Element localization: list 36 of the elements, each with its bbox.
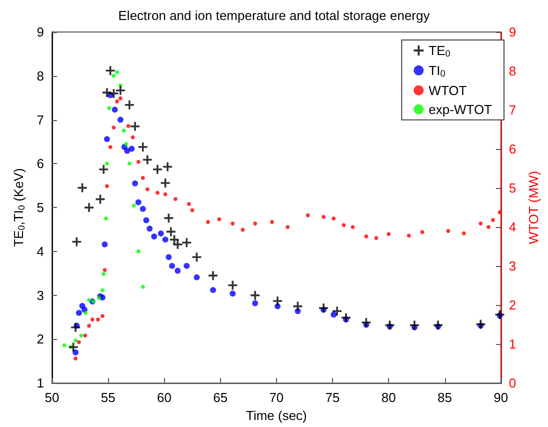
x-tick-label: 60: [156, 390, 172, 406]
y2-tick-label: 2: [508, 298, 516, 313]
y2-tick-label: 3: [508, 258, 516, 274]
y2-tick-label: 4: [508, 220, 516, 235]
legend-label: exp-WTOT: [428, 102, 492, 117]
legend-label: TI0: [428, 62, 446, 78]
y2-tick-label: 9: [508, 24, 516, 40]
x-tick-label: 85: [438, 390, 452, 406]
y2-tick-label: 1: [508, 336, 516, 352]
y-tick-label: 8: [36, 68, 44, 84]
y-tick-label: 9: [36, 24, 44, 40]
x-tick-label: 55: [100, 390, 116, 406]
x-tick-label: 90: [494, 390, 508, 406]
y2-tick-label: 8: [508, 64, 516, 79]
y-tick-label: 4: [36, 244, 44, 259]
y-tick-label: 2: [36, 332, 44, 347]
y2-tick-label: 7: [508, 102, 516, 118]
y2-tick-label: 0: [508, 376, 516, 391]
y2-tick-label: 6: [508, 142, 516, 157]
chart-title: Electron and ion temperature and total storage energy: [118, 8, 430, 23]
y-axis-title: TE0,TI0 (KeV): [10, 168, 26, 247]
y-tick-label: 7: [36, 112, 44, 128]
y-tick-label: 6: [36, 156, 44, 172]
legend-label: TE0: [428, 43, 450, 58]
y-tick-label: 3: [36, 288, 44, 303]
y-tick-label: 1: [36, 376, 44, 391]
x-tick-label: 50: [44, 390, 60, 406]
y-tick-label: 5: [36, 200, 44, 216]
y2-tick-label: 5: [508, 180, 516, 196]
x-tick-label: 65: [213, 390, 228, 406]
x-axis-title: Time (sec): [246, 408, 307, 423]
x-tick-label: 70: [269, 390, 284, 406]
y2-axis-title: WTOT (MW): [526, 170, 541, 244]
x-tick-label: 80: [381, 390, 396, 406]
x-tick-label: 75: [325, 390, 340, 406]
legend-label: WTOT: [428, 82, 467, 98]
